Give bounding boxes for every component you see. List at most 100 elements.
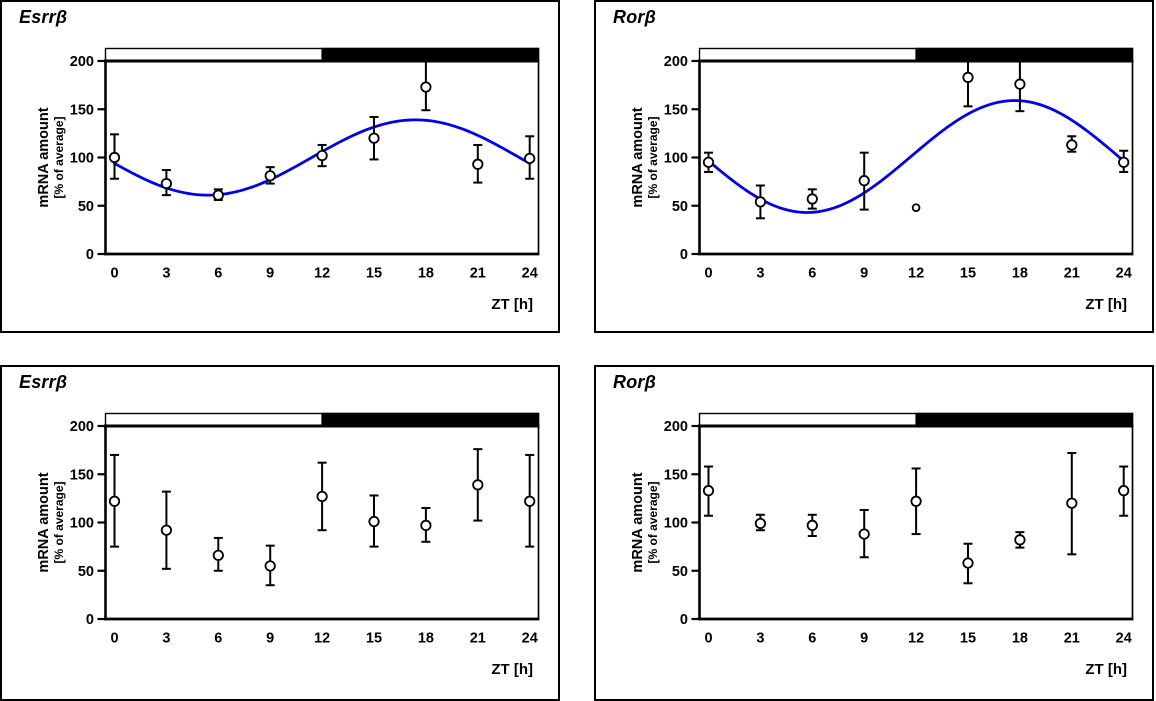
svg-text:6: 6 (808, 631, 816, 647)
svg-text:0: 0 (86, 247, 94, 263)
data-point-zt24 (1118, 156, 1130, 168)
svg-text:mRNA amount: mRNA amount (630, 107, 646, 207)
data-point-zt21 (472, 158, 484, 170)
svg-text:100: 100 (664, 516, 688, 532)
svg-text:ZT [h]: ZT [h] (1085, 296, 1127, 313)
svg-text:21: 21 (1064, 266, 1080, 282)
y-axis-ticks: 0 50 100 150 200 (70, 419, 106, 628)
svg-text:[% of average]: [% of average] (52, 481, 66, 563)
svg-text:24: 24 (1116, 631, 1132, 647)
data-markers (702, 485, 1130, 569)
svg-text:6: 6 (214, 266, 222, 282)
svg-text:0: 0 (704, 631, 712, 647)
data-point-zt18 (1014, 534, 1026, 546)
svg-text:6: 6 (214, 631, 222, 647)
data-point-zt9 (858, 528, 870, 540)
data-point-zt6 (212, 189, 224, 201)
svg-text:6: 6 (808, 266, 816, 282)
data-point-zt3 (160, 177, 172, 190)
y-axis-ticks: 0 50 100 150 200 (664, 54, 700, 263)
data-point-zt9 (264, 170, 276, 182)
data-point-zt21 (1066, 139, 1078, 151)
light-dark-bar (698, 412, 1134, 427)
svg-text:9: 9 (266, 631, 274, 647)
svg-text:9: 9 (860, 631, 868, 647)
light-dark-bar (104, 47, 540, 62)
svg-text:15: 15 (366, 631, 382, 647)
svg-text:200: 200 (70, 419, 94, 435)
axis-titles: mRNA amount [% of average] ZT [h] (36, 107, 533, 313)
svg-text:mRNA amount: mRNA amount (36, 107, 52, 207)
data-point-zt6 (806, 193, 818, 205)
svg-text:12: 12 (908, 266, 924, 282)
svg-text:100: 100 (70, 516, 94, 532)
svg-text:18: 18 (1012, 631, 1028, 647)
panel-bottom-left: Esrrβ 0 50 100 150 200 0 3 6 9 12 15 18 21 24 mRNA amo… (0, 365, 560, 701)
x-axis-ticks: 0 3 6 9 12 15 18 21 24 (704, 631, 1131, 647)
svg-text:200: 200 (664, 419, 688, 435)
svg-text:24: 24 (1116, 266, 1132, 282)
svg-text:0: 0 (110, 631, 118, 647)
data-point-zt15 (368, 515, 380, 528)
svg-text:100: 100 (70, 151, 94, 167)
svg-text:12: 12 (908, 631, 924, 647)
data-point-zt18 (420, 81, 432, 93)
axes-frame (104, 424, 540, 621)
svg-text:21: 21 (470, 631, 486, 647)
data-point-zt15 (368, 132, 380, 144)
svg-text:9: 9 (860, 266, 868, 282)
light-dark-bar (104, 412, 540, 427)
svg-text:12: 12 (314, 266, 330, 282)
panel-top-right: Rorβ 0 50 100 150 200 0 3 6 9 12 15 18 21 24 mRNA amou… (594, 0, 1154, 333)
axes-frame (698, 59, 1134, 256)
svg-text:3: 3 (162, 266, 170, 282)
svg-text:0: 0 (680, 247, 688, 263)
data-point-zt24 (524, 495, 536, 507)
svg-text:21: 21 (470, 266, 486, 282)
svg-text:50: 50 (672, 199, 688, 215)
panel-top-left: Esrrβ 0 50 100 150 200 0 3 6 9 12 15 18 21 24 mRNA amo… (0, 0, 560, 333)
panel-title: Esrrβ (19, 372, 68, 392)
svg-text:15: 15 (960, 631, 976, 647)
svg-text:150: 150 (70, 467, 94, 483)
data-markers (108, 479, 536, 572)
data-point-zt21 (472, 479, 484, 491)
data-point-zt24 (1118, 485, 1130, 497)
data-point-zt15 (962, 71, 974, 84)
svg-text:50: 50 (78, 199, 94, 215)
data-point-zt0 (108, 495, 121, 507)
data-point-zt12 (910, 495, 922, 507)
svg-text:15: 15 (366, 266, 382, 282)
data-point-zt18 (1014, 78, 1026, 90)
svg-text:24: 24 (522, 631, 538, 647)
data-markers (108, 81, 536, 201)
data-point-zt3 (160, 524, 172, 536)
panel-title: Rorβ (613, 7, 656, 27)
svg-text:50: 50 (672, 564, 688, 580)
svg-text:ZT [h]: ZT [h] (1085, 661, 1127, 678)
fit-curve (707, 99, 1126, 214)
svg-text:12: 12 (314, 631, 330, 647)
svg-text:15: 15 (960, 266, 976, 282)
svg-text:0: 0 (86, 612, 94, 628)
svg-text:ZT [h]: ZT [h] (491, 661, 533, 678)
svg-text:24: 24 (522, 266, 538, 282)
svg-text:3: 3 (756, 631, 764, 647)
svg-text:150: 150 (664, 467, 688, 483)
data-point-zt12 (316, 149, 328, 162)
data-point-zt0 (108, 151, 121, 164)
data-point-zt0 (702, 156, 715, 168)
error-bars (704, 48, 1129, 220)
x-axis-ticks: 0 3 6 9 12 15 18 21 24 (704, 266, 1131, 282)
svg-text:21: 21 (1064, 631, 1080, 647)
data-markers (702, 71, 1130, 212)
data-point-zt6 (806, 519, 818, 531)
svg-text:150: 150 (664, 102, 688, 118)
svg-text:18: 18 (418, 631, 434, 647)
svg-text:50: 50 (78, 564, 94, 580)
svg-text:3: 3 (756, 266, 764, 282)
x-axis-ticks: 0 3 6 9 12 15 18 21 24 (110, 266, 537, 282)
